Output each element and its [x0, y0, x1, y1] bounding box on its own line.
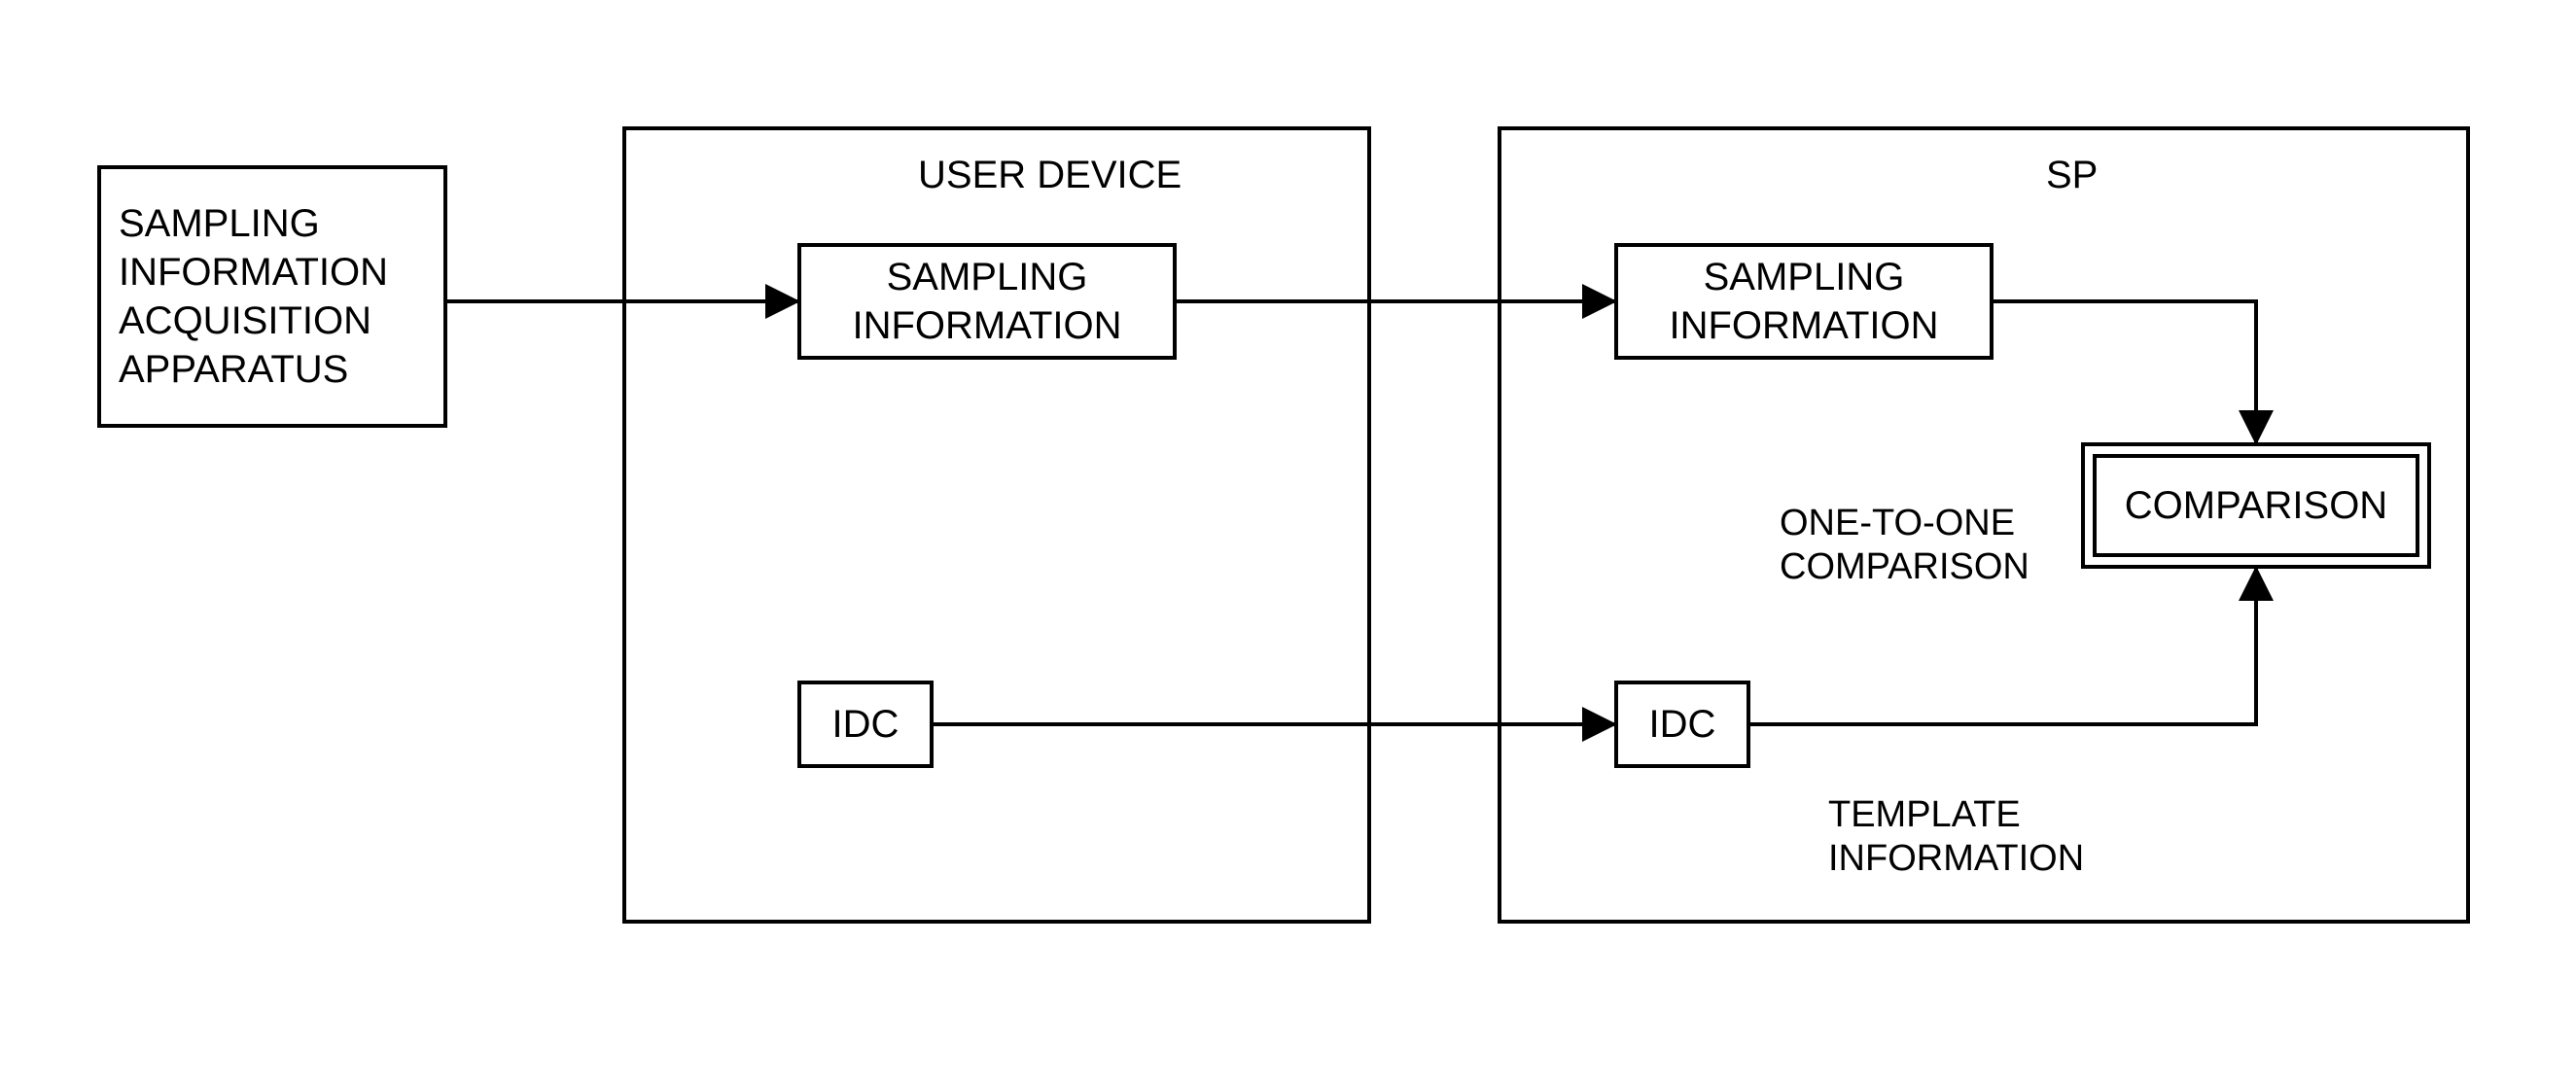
node-ud-idc-label: IDC: [832, 700, 900, 749]
node-ud-sampling-info: SAMPLING INFORMATION: [797, 243, 1177, 360]
node-ud-sampling-info-label: SAMPLING INFORMATION: [852, 253, 1121, 350]
node-sampling-apparatus-label: SAMPLING INFORMATION ACQUISITION APPARAT…: [119, 199, 388, 394]
label-template-info: TEMPLATE INFORMATION: [1828, 749, 2084, 882]
container-user-device-title: USER DEVICE: [918, 152, 1182, 198]
node-ud-idc: IDC: [797, 681, 934, 768]
label-one-to-one-text: ONE-TO-ONE COMPARISON: [1780, 503, 2029, 588]
node-comparison-label: COMPARISON: [2125, 484, 2387, 528]
diagram-canvas: SAMPLING INFORMATION ACQUISITION APPARAT…: [0, 0, 2576, 1084]
node-sp-sampling-info: SAMPLING INFORMATION: [1614, 243, 1994, 360]
node-sp-idc: IDC: [1614, 681, 1750, 768]
container-sp-title: SP: [2046, 152, 2098, 198]
label-template-info-text: TEMPLATE INFORMATION: [1828, 794, 2084, 880]
label-one-to-one: ONE-TO-ONE COMPARISON: [1780, 457, 2029, 590]
node-sp-sampling-info-label: SAMPLING INFORMATION: [1669, 253, 1938, 350]
node-sp-idc-label: IDC: [1649, 700, 1716, 749]
node-sampling-apparatus: SAMPLING INFORMATION ACQUISITION APPARAT…: [97, 165, 447, 428]
node-comparison: COMPARISON: [2081, 442, 2431, 569]
